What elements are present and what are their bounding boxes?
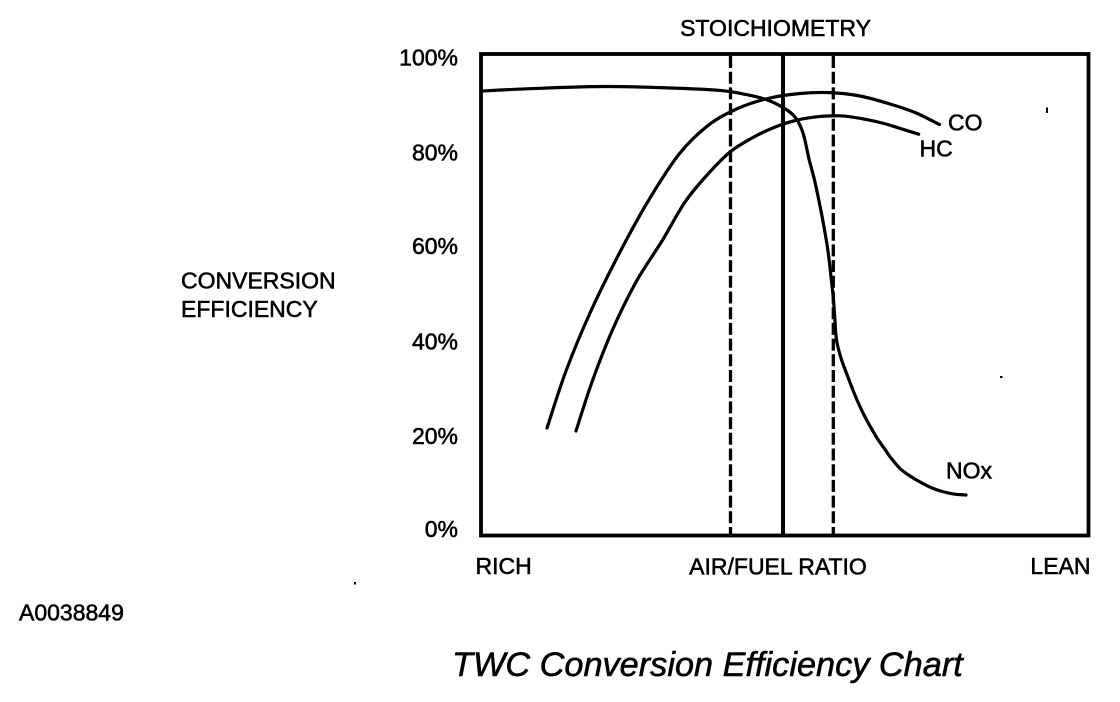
svg-text:20%: 20% — [412, 423, 458, 449]
svg-text:HC: HC — [920, 136, 953, 162]
svg-text:EFFICIENCY: EFFICIENCY — [181, 296, 318, 322]
svg-text:100%: 100% — [399, 45, 458, 71]
svg-text:TWC Conversion Efficiency Char: TWC Conversion Efficiency Chart — [452, 646, 964, 684]
svg-text:60%: 60% — [412, 233, 458, 259]
svg-text:NOx: NOx — [946, 458, 993, 484]
svg-text:STOICHIOMETRY: STOICHIOMETRY — [680, 15, 871, 41]
svg-text:80%: 80% — [412, 140, 458, 166]
svg-text:A0038849: A0038849 — [19, 600, 124, 626]
svg-text:40%: 40% — [412, 329, 458, 355]
svg-text:CONVERSION: CONVERSION — [181, 268, 336, 294]
svg-text:CO: CO — [948, 110, 983, 136]
svg-text:AIR/FUEL RATIO: AIR/FUEL RATIO — [689, 554, 867, 580]
svg-text:RICH: RICH — [476, 553, 532, 579]
svg-text:0%: 0% — [425, 516, 458, 542]
svg-text:LEAN: LEAN — [1030, 553, 1090, 579]
